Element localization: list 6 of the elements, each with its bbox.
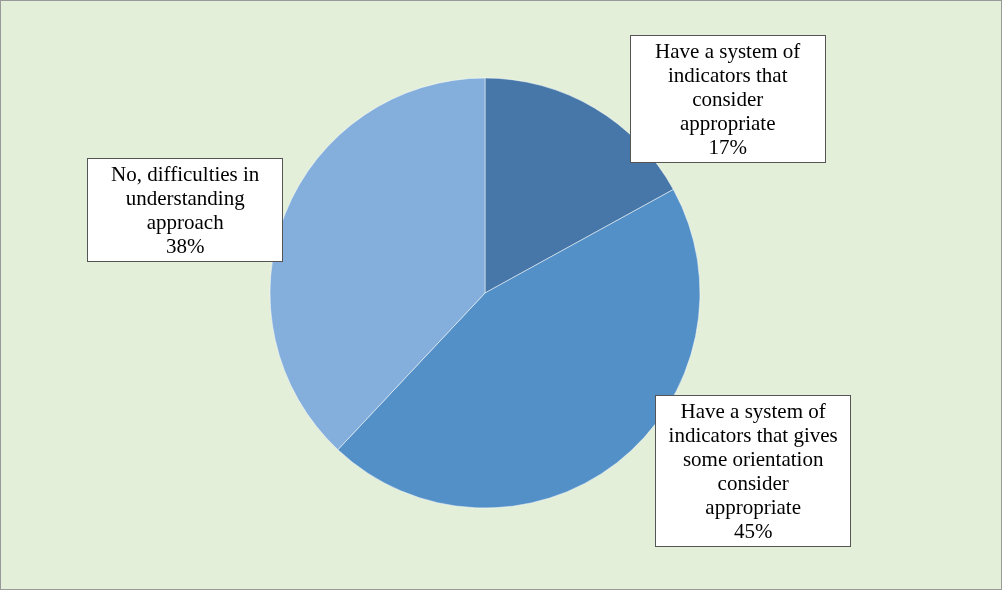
slice-label: No, difficulties in understanding approach xyxy=(110,162,261,235)
slice-label: Have a system of indicators that consider appropriate xyxy=(654,39,802,136)
data-label: 17% xyxy=(707,135,748,160)
slice-label: Have a system of indicators that gives some orientation consider appropriate xyxy=(668,398,839,519)
data-label: 38% xyxy=(164,234,206,259)
data-label: 45% xyxy=(733,518,773,543)
